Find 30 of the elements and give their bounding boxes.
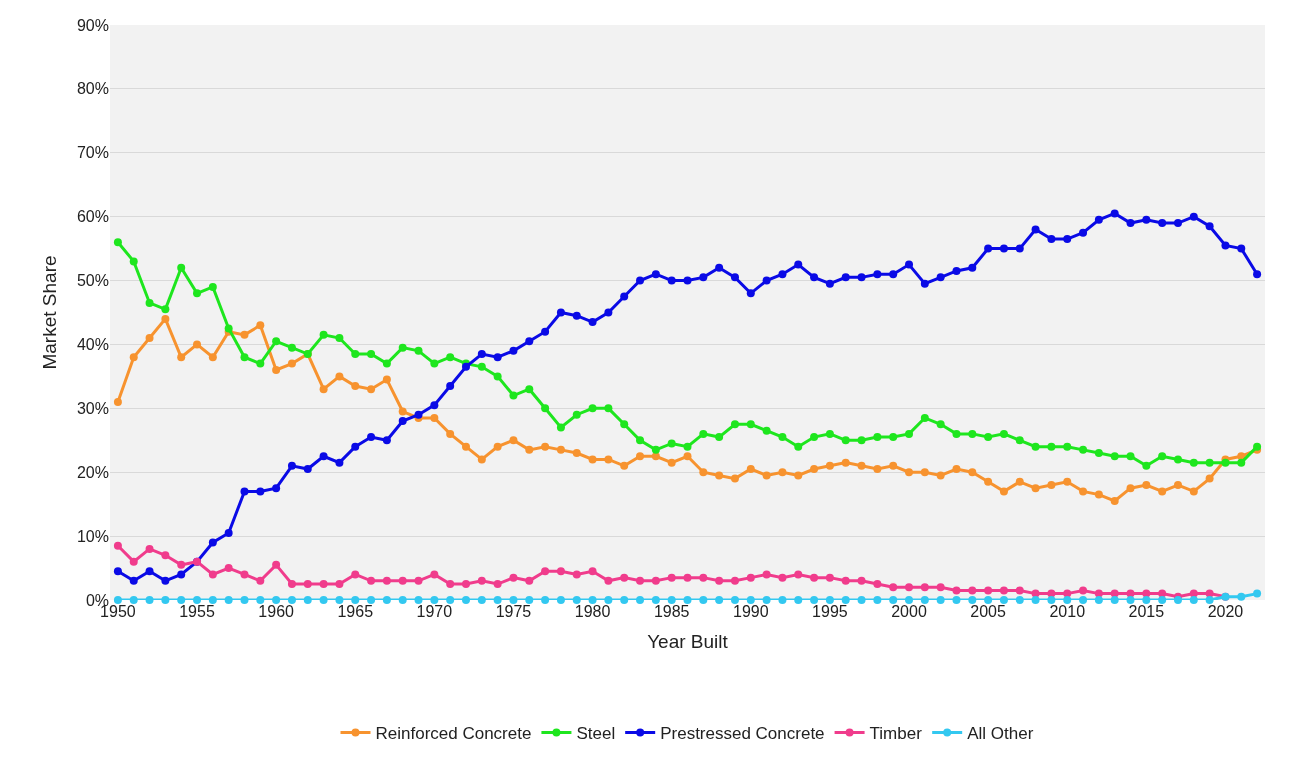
x-tick-label: 1985 <box>653 603 690 620</box>
x-tick-label: 2020 <box>1207 603 1244 620</box>
x-tick-label: 2015 <box>1128 603 1165 620</box>
y-tick-label: 20% <box>76 463 109 481</box>
x-tick-label: 1975 <box>495 603 532 620</box>
y-tick-label: 80% <box>76 80 109 98</box>
y-tick-label: 30% <box>76 399 109 417</box>
y-tick-label: 50% <box>76 272 109 290</box>
x-tick-label: 1990 <box>732 603 769 620</box>
x-tick-label: 1960 <box>258 603 295 620</box>
legend-label: Reinforced Concrete <box>375 724 532 744</box>
x-tick-label: 2010 <box>1049 603 1086 620</box>
x-tick-label: 1980 <box>574 603 611 620</box>
legend-label: Prestressed Concrete <box>660 724 825 744</box>
legend-label: Timber <box>869 724 923 744</box>
y-tick-label: 10% <box>76 527 109 545</box>
x-tick-label: 1970 <box>416 603 453 620</box>
y-tick-label: 40% <box>76 336 109 354</box>
y-tick-label: 60% <box>76 208 109 226</box>
x-tick-label: 2005 <box>970 603 1007 620</box>
legend-label: Steel <box>576 724 616 744</box>
x-axis-title: Year Built <box>647 630 729 652</box>
x-tick-label: 1965 <box>337 603 374 620</box>
x-tick-label: 1955 <box>179 603 215 620</box>
x-tick-label: 1995 <box>812 603 848 620</box>
legend-label: All Other <box>967 724 1034 744</box>
y-axis-title: Market Share <box>38 255 60 370</box>
x-tick-label: 2000 <box>891 603 927 620</box>
y-tick-label: 70% <box>76 144 109 162</box>
y-tick-label: 90% <box>76 16 109 34</box>
